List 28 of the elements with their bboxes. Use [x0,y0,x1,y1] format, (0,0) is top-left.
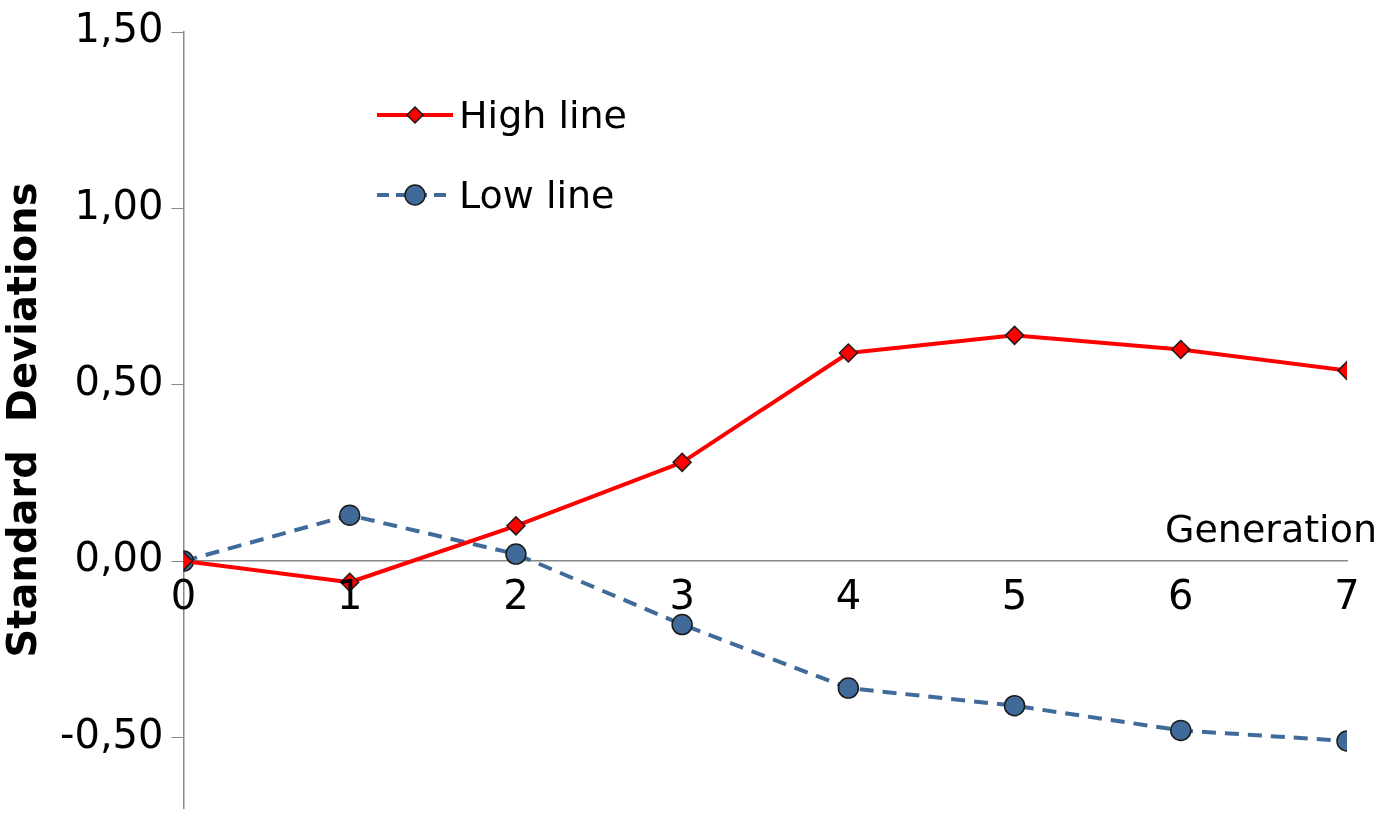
point [672,452,692,473]
point [1003,694,1026,717]
point [837,677,860,699]
x-tick-label: 6 [1168,572,1194,619]
point [838,343,859,363]
x-tick-label: 1 [336,572,363,619]
y-tick-label: 0,00 [74,534,164,581]
x-tick-label: 2 [503,572,529,619]
y-tick-label: 1,50 [74,5,164,52]
point [338,504,361,526]
point [506,516,526,536]
x-tick-label: 3 [669,572,695,619]
x-tick-label: 0 [170,572,197,619]
point [505,543,527,565]
point [1004,325,1025,346]
x-axis-title: Generation [1165,506,1377,551]
y-tick-label: 0,50 [74,358,164,405]
legend-label: High line [459,93,627,137]
y-tick-label: -0,50 [60,710,164,757]
point [1171,339,1191,360]
point [1170,719,1192,742]
point [671,613,693,636]
legend-label: Low line [459,173,615,217]
y-axis-title: Standard Deviations [0,182,46,658]
x-tick-label: 4 [835,572,862,619]
x-tick-label: 7 [1334,572,1360,619]
x-tick-label: 5 [1001,572,1028,619]
y-tick-label: 1,00 [74,181,164,228]
